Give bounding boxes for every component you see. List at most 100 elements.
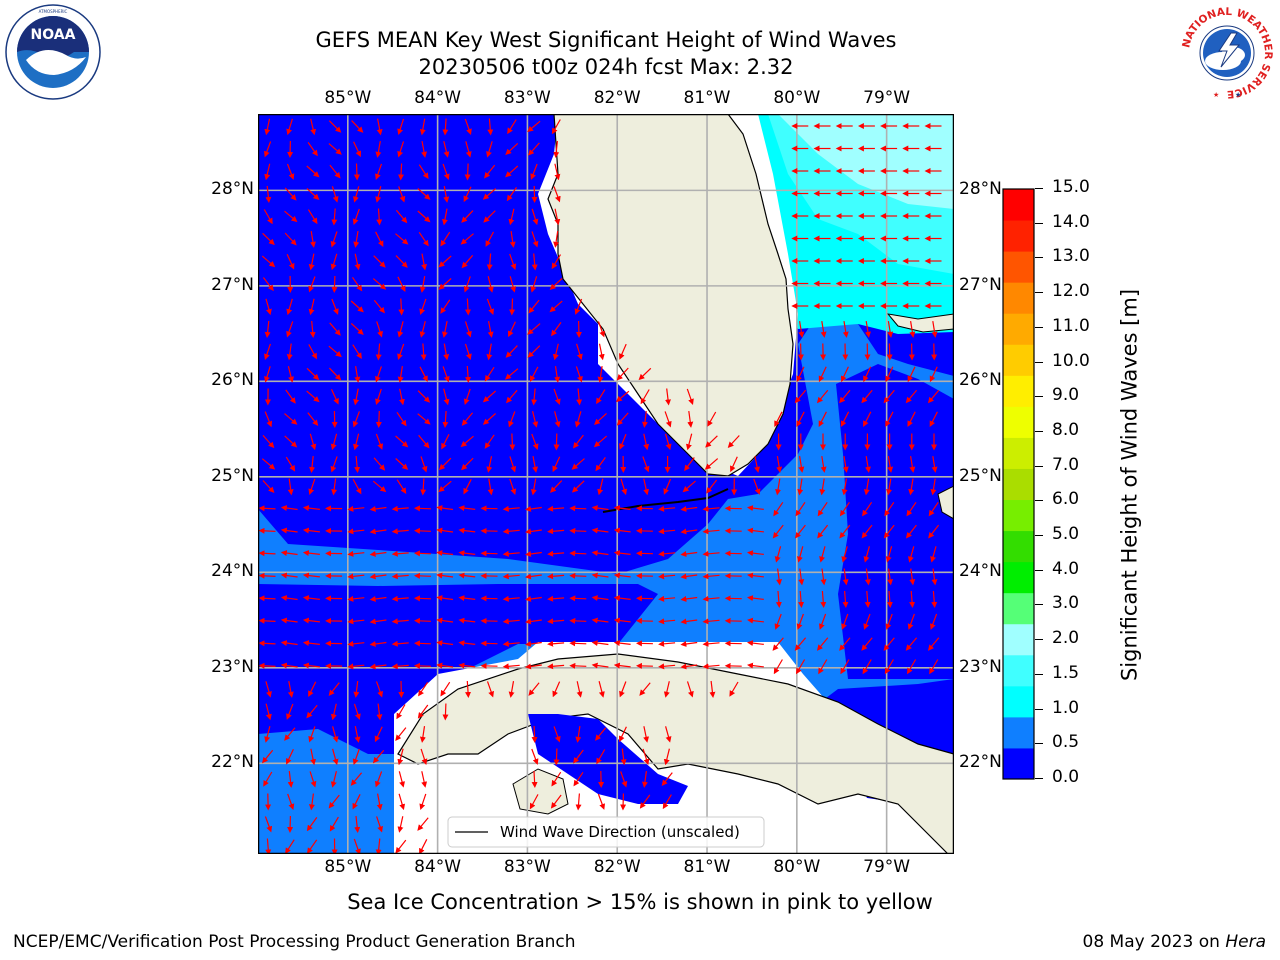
wave-direction-arrow [508,208,515,226]
wave-direction-arrow [531,748,539,765]
wave-direction-arrow [391,640,409,647]
wave-direction-arrow [376,793,383,811]
wave-direction-arrow [302,505,320,512]
colorbar-swatch [1003,561,1034,594]
wave-direction-arrow [442,410,449,428]
wave-direction-arrow [440,681,451,697]
wave-direction-arrow [397,816,404,833]
wave-direction-arrow [598,681,605,698]
svg-text:★: ★ [1235,91,1241,99]
wave-direction-arrow [418,434,430,449]
wave-direction-arrow [863,478,870,496]
wave-direction-arrow [464,163,471,181]
wave-direction-arrow [352,479,362,495]
wave-direction-arrow [571,458,585,470]
wave-direction-arrow [374,771,383,788]
wave-direction-arrow [369,573,387,580]
wave-direction-arrow [264,816,273,833]
wave-direction-arrow [306,390,320,403]
wave-direction-arrow [554,163,561,181]
wave-direction-arrow [816,637,829,651]
wave-direction-arrow [884,501,895,517]
wave-direction-arrow [375,231,384,247]
wave-direction-arrow [375,140,382,158]
wave-direction-arrow [861,524,873,539]
wave-direction-arrow [547,663,565,670]
wave-direction-arrow [839,524,851,539]
wave-direction-arrow [354,455,361,473]
wave-direction-arrow [817,524,829,539]
wave-direction-arrow [331,186,339,203]
wave-direction-arrow [682,480,696,493]
wave-direction-arrow [302,572,320,579]
wave-direction-arrow [907,366,916,383]
wave-direction-arrow [331,275,338,293]
wave-direction-arrow [369,663,387,670]
wave-direction-arrow [464,118,472,135]
wave-direction-arrow [619,681,627,698]
wave-direction-arrow [619,343,627,360]
wave-direction-arrow [436,550,454,557]
wave-direction-arrow [420,748,428,766]
wave-direction-arrow [438,278,452,290]
noaa-logo-text: NOAA [31,27,76,43]
wave-direction-arrow [391,618,409,625]
wave-direction-arrow [549,300,563,313]
colorbar-swatch [1003,406,1034,438]
wave-direction-arrow [505,165,519,178]
colorbar-tick: 10.0 [1052,350,1090,371]
wave-direction-arrow [258,640,276,647]
wave-direction-arrow [309,771,317,788]
wave-direction-arrow [331,298,339,315]
wave-direction-arrow [265,185,272,203]
colorbar-tick: 15.0 [1052,177,1090,197]
wave-direction-arrow [819,546,826,563]
wave-direction-arrow [418,681,429,697]
wave-direction-arrow [525,595,542,602]
wave-direction-arrow [310,748,317,766]
wave-direction-arrow [395,839,407,854]
wave-direction-arrow [887,456,894,473]
wave-direction-arrow [502,595,520,602]
wave-direction-arrow [509,298,516,316]
wave-direction-arrow [747,662,764,669]
axis-tick-label: 84°W [414,857,462,877]
wave-direction-arrow [352,208,360,225]
wave-direction-arrow [591,617,609,624]
wave-direction-arrow [347,528,365,535]
wave-direction-arrow [905,389,918,404]
wave-direction-arrow [794,389,807,404]
wave-direction-arrow [398,793,406,811]
wave-direction-arrow [458,550,476,557]
colorbar-tick-mark [1035,639,1043,641]
wave-direction-arrow [264,163,271,181]
wave-direction-arrow [909,456,916,473]
wave-direction-arrow [458,505,476,512]
wave-direction-arrow [309,231,316,248]
wave-direction-arrow [375,343,382,361]
wave-direction-arrow [928,524,940,539]
wave-direction-arrow [280,595,298,602]
wave-direction-arrow [531,208,539,226]
wave-direction-arrow [413,572,431,579]
wave-direction-arrow [461,412,474,426]
wave-direction-arrow [265,298,272,316]
wave-direction-arrow [353,388,360,406]
wave-direction-arrow [840,659,850,675]
axis-tick-label: 79°W [863,88,911,108]
wave-direction-arrow [354,253,361,271]
wave-direction-arrow [527,323,541,335]
wave-direction-arrow [397,321,404,338]
wave-direction-arrow [258,572,276,579]
wave-direction-arrow [551,254,562,270]
wave-direction-arrow [554,366,561,383]
wave-direction-arrow [665,388,672,406]
wave-direction-arrow [307,209,318,225]
wave-direction-arrow [391,573,409,580]
wave-direction-arrow [796,613,804,630]
footer-date-text: 08 May 2023 on [1082,932,1220,952]
wave-direction-arrow [930,478,937,496]
wave-direction-arrow [550,480,563,493]
wave-direction-arrow [573,771,584,787]
wave-direction-arrow [436,527,454,534]
